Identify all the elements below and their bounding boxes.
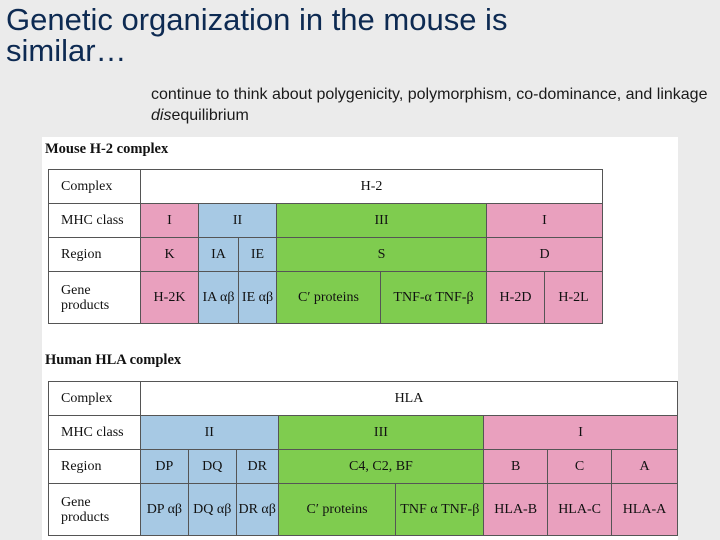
mouse-row-products: Gene products H-2K IA αβ IE αβ C′ protei…	[48, 271, 603, 324]
class-cell: III	[276, 203, 487, 238]
region-cell: IA	[198, 237, 239, 272]
product-cell: H-2L	[544, 271, 603, 324]
region-cell: IE	[238, 237, 277, 272]
product-cell: C′ proteins	[276, 271, 381, 324]
region-cell: A	[611, 449, 678, 484]
human-row-region: Region DP DQ DR C4, C2, BF B C A	[48, 449, 678, 484]
class-cell: I	[140, 203, 199, 238]
region-cell: D	[486, 237, 603, 272]
slide-title: Genetic organization in the mouse is sim…	[6, 2, 508, 68]
product-cell: H-2D	[486, 271, 545, 324]
product-cell: C′ proteins	[277, 483, 397, 536]
row-label-region: Region	[48, 237, 141, 272]
row-label-mhc-class: MHC class	[48, 203, 141, 238]
human-caption: Human HLA complex	[45, 352, 182, 368]
region-cell: B	[483, 449, 549, 484]
class-cell: III	[277, 415, 485, 450]
row-label-complex: Complex	[48, 169, 141, 204]
complex-name: HLA	[139, 381, 679, 416]
row-label-gene-products: Gene products	[48, 271, 141, 324]
mouse-row-complex: Complex H-2	[48, 169, 603, 204]
region-cell: DQ	[187, 449, 237, 484]
subtitle-emphasis: dis	[151, 107, 172, 124]
product-cell: DP αβ	[139, 483, 189, 536]
product-cell: H-2K	[140, 271, 199, 324]
product-cell: IA αβ	[198, 271, 239, 324]
mouse-row-class: MHC class I II III I	[48, 203, 603, 238]
subtitle-text-end: equilibrium	[171, 107, 249, 124]
product-cell: DQ αβ	[187, 483, 237, 536]
row-label-gene-products: Gene products	[48, 483, 141, 536]
product-cell: TNF-α TNF-β	[380, 271, 487, 324]
region-cell: DR	[235, 449, 279, 484]
class-cell: II	[198, 203, 277, 238]
human-row-class: MHC class II III I	[48, 415, 678, 450]
region-cell: C	[547, 449, 613, 484]
region-cell: DP	[139, 449, 189, 484]
complex-name: H-2	[140, 169, 603, 204]
product-cell: HLA-C	[547, 483, 613, 536]
class-cell: I	[486, 203, 603, 238]
row-label-mhc-class: MHC class	[48, 415, 141, 450]
product-cell: HLA-A	[611, 483, 678, 536]
row-label-region: Region	[48, 449, 141, 484]
row-label-complex: Complex	[48, 381, 141, 416]
product-cell: HLA-B	[483, 483, 549, 536]
human-row-complex: Complex HLA	[48, 381, 679, 416]
product-cell: TNF α TNF-β	[395, 483, 485, 536]
human-row-products: Gene products DP αβ DQ αβ DR αβ C′ prote…	[48, 483, 678, 536]
region-cell: S	[276, 237, 487, 272]
subtitle-text: continue to think about polygenicity, po…	[151, 86, 708, 103]
region-cell: C4, C2, BF	[277, 449, 485, 484]
mouse-h2-table: Complex H-2 MHC class I II III I Region …	[48, 169, 603, 324]
human-hla-table: Complex HLA MHC class II III I Region DP…	[48, 381, 679, 536]
mhc-figure: Mouse H-2 complex Complex H-2 MHC class …	[42, 137, 679, 540]
mouse-row-region: Region K IA IE S D	[48, 237, 603, 272]
class-cell: I	[483, 415, 678, 450]
mouse-caption: Mouse H-2 complex	[45, 141, 169, 157]
product-cell: DR αβ	[235, 483, 279, 536]
slide-subtitle: continue to think about polygenicity, po…	[151, 84, 711, 126]
class-cell: II	[139, 415, 279, 450]
region-cell: K	[140, 237, 199, 272]
product-cell: IE αβ	[238, 271, 277, 324]
